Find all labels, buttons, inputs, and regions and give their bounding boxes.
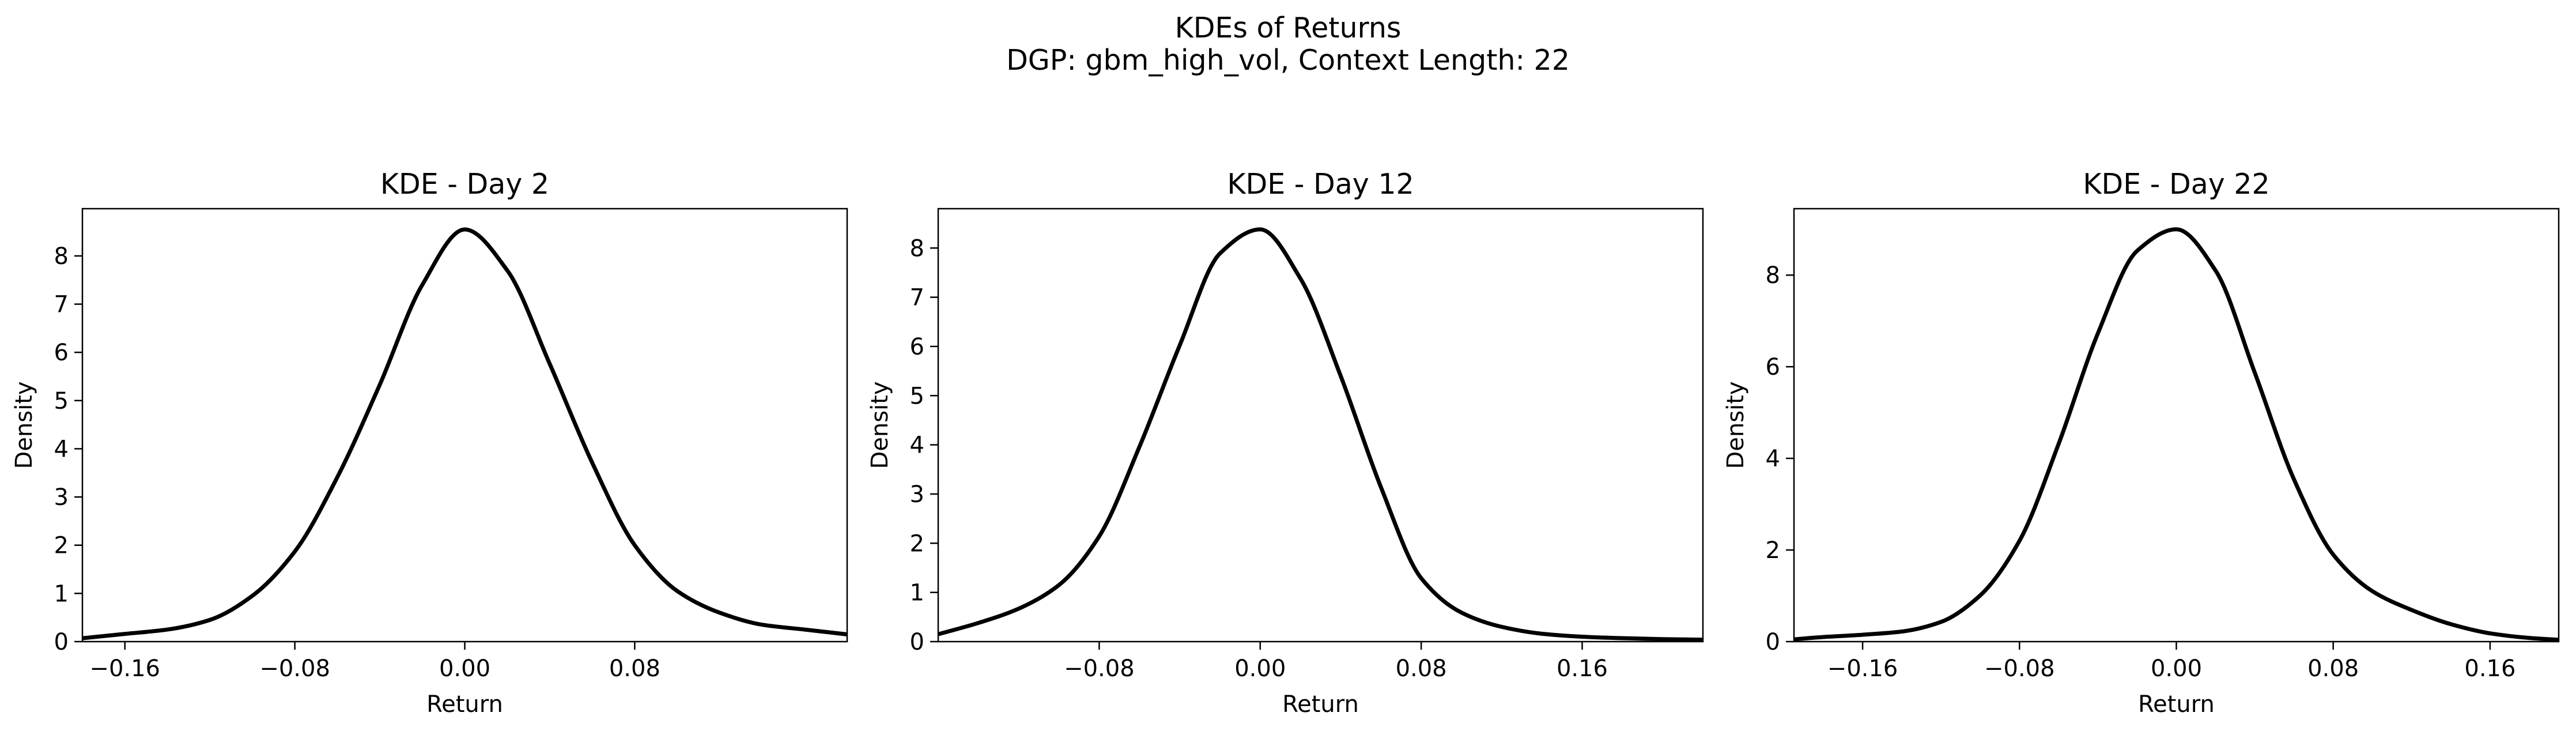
y-tick-label: 2	[1766, 537, 1780, 564]
y-tick-label: 1	[54, 581, 69, 607]
x-tick-label: −0.08	[1064, 655, 1135, 682]
y-tick-label: 0	[910, 629, 924, 655]
x-tick-label: 0.08	[1396, 655, 1447, 682]
x-tick-label: −0.16	[89, 655, 160, 682]
y-axis-label: Density	[1723, 381, 1749, 469]
y-tick-label: 0	[54, 629, 69, 655]
y-tick-label: 3	[910, 481, 924, 508]
x-tick-label: 0.16	[1557, 655, 1608, 682]
y-tick-label: 8	[910, 235, 924, 262]
axes-frame	[81, 208, 848, 643]
axes-frame	[937, 208, 1704, 643]
kde-curve	[1794, 227, 2559, 642]
y-tick-label: 7	[910, 285, 924, 311]
x-tick-label: 0.00	[439, 655, 490, 682]
kde-curve	[938, 227, 1703, 642]
y-tick-label: 3	[54, 484, 69, 511]
y-axis-label: Density	[867, 381, 893, 469]
y-tick-label: 6	[1766, 354, 1780, 380]
subplot-title: KDE - Day 2	[380, 168, 549, 201]
y-tick-label: 2	[910, 530, 924, 557]
subplot-title: KDE - Day 12	[1227, 168, 1414, 201]
x-tick-label: 0.08	[609, 655, 660, 682]
figure-title: KDEs of Returns	[1174, 12, 1402, 44]
figure-subtitle: DGP: gbm_high_vol, Context Length: 22	[1006, 44, 1570, 77]
x-tick-label: 0.00	[1234, 655, 1286, 682]
y-tick-label: 4	[54, 436, 69, 462]
subplot-2: −0.08 0.00 0.08 0.16 0 1 2 3 4 5 6 7 8 KDE - Day 12 Re…	[867, 168, 1704, 718]
x-tick-label: 0.00	[2151, 655, 2202, 682]
subplot-3: −0.16 −0.08 0.00 0.08 0.16 0 2 4 6 8 KDE - Day 22 R…	[1723, 168, 2560, 718]
y-tick-label: 5	[910, 383, 924, 409]
y-tick-label: 6	[54, 340, 69, 366]
x-tick-label: 0.16	[2464, 655, 2515, 682]
subplot-title: KDE - Day 22	[2083, 168, 2269, 201]
y-tick-label: 1	[910, 580, 924, 606]
kde-curve	[82, 227, 847, 640]
y-tick-label: 6	[910, 334, 924, 360]
y-tick-label: 4	[1766, 446, 1780, 472]
y-tick-label: 8	[1766, 262, 1780, 289]
axes-frame	[1793, 208, 2560, 643]
x-tick-label: 0.08	[2307, 655, 2359, 682]
y-axis-label: Density	[11, 381, 37, 469]
x-axis-label: Return	[2138, 691, 2215, 718]
y-tick-label: 8	[54, 243, 69, 270]
y-tick-label: 0	[1766, 629, 1780, 655]
y-tick-label: 5	[54, 388, 69, 414]
x-axis-label: Return	[426, 691, 503, 718]
x-tick-label: −0.08	[259, 655, 330, 682]
subplot-1: −0.16 −0.08 0.00 0.08 0 1 2 3 4 5 6 7 8 KDE - Day 2 Re…	[11, 168, 848, 718]
y-tick-label: 7	[54, 292, 69, 318]
y-tick-label: 4	[910, 432, 924, 459]
x-tick-label: −0.16	[1827, 655, 1898, 682]
y-tick-label: 2	[54, 533, 69, 559]
x-axis-label: Return	[1282, 691, 1359, 718]
x-tick-label: −0.08	[1984, 655, 2055, 682]
